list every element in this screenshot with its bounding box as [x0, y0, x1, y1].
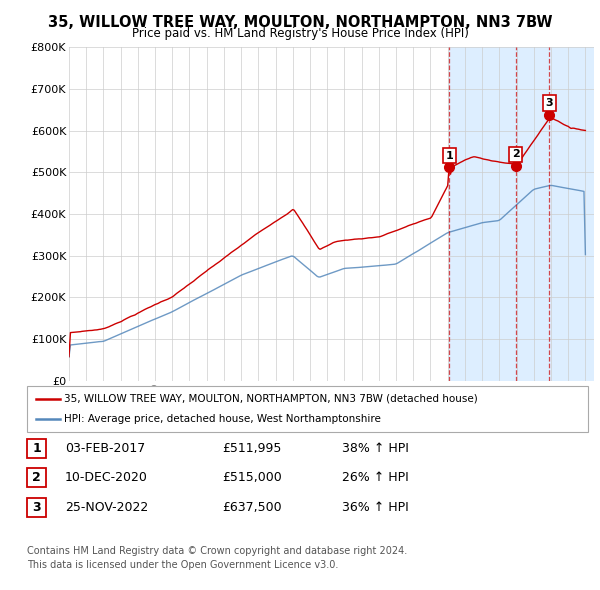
Text: 1: 1 — [32, 442, 41, 455]
Text: 03-FEB-2017: 03-FEB-2017 — [65, 442, 145, 455]
Text: £637,500: £637,500 — [222, 501, 281, 514]
Text: Price paid vs. HM Land Registry's House Price Index (HPI): Price paid vs. HM Land Registry's House … — [131, 27, 469, 40]
Text: £515,000: £515,000 — [222, 471, 282, 484]
Text: 25-NOV-2022: 25-NOV-2022 — [65, 501, 148, 514]
Text: 35, WILLOW TREE WAY, MOULTON, NORTHAMPTON, NN3 7BW: 35, WILLOW TREE WAY, MOULTON, NORTHAMPTO… — [48, 15, 552, 30]
Text: 3: 3 — [32, 501, 41, 514]
Text: 1: 1 — [445, 150, 453, 160]
Text: 38% ↑ HPI: 38% ↑ HPI — [342, 442, 409, 455]
Text: 3: 3 — [545, 99, 553, 108]
Text: 2: 2 — [32, 471, 41, 484]
Text: 26% ↑ HPI: 26% ↑ HPI — [342, 471, 409, 484]
Text: 10-DEC-2020: 10-DEC-2020 — [65, 471, 148, 484]
Text: £511,995: £511,995 — [222, 442, 281, 455]
Text: 2: 2 — [512, 149, 520, 159]
Text: HPI: Average price, detached house, West Northamptonshire: HPI: Average price, detached house, West… — [64, 414, 381, 424]
Text: Contains HM Land Registry data © Crown copyright and database right 2024.
This d: Contains HM Land Registry data © Crown c… — [27, 546, 407, 570]
Text: 36% ↑ HPI: 36% ↑ HPI — [342, 501, 409, 514]
Text: 35, WILLOW TREE WAY, MOULTON, NORTHAMPTON, NN3 7BW (detached house): 35, WILLOW TREE WAY, MOULTON, NORTHAMPTO… — [64, 394, 478, 404]
Bar — [449, 47, 594, 381]
